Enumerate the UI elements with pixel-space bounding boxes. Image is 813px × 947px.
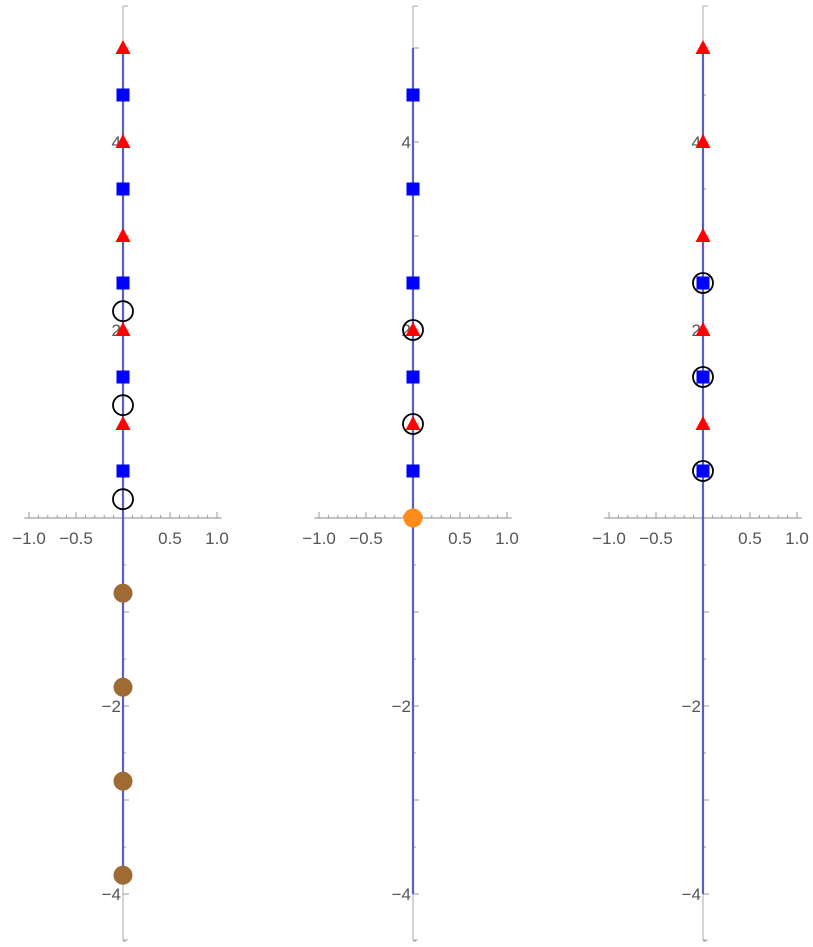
triangle-point: [695, 228, 711, 242]
filled-circle-point: [113, 865, 133, 885]
filled-circle-point: [113, 771, 133, 791]
square-point: [116, 276, 130, 290]
y-tick-label: 4: [692, 133, 701, 152]
open-circle-point: [402, 319, 424, 341]
y-tick-label: 2: [112, 321, 121, 340]
square-point: [696, 464, 710, 478]
square-point: [116, 88, 130, 102]
x-tick-label: 0.5: [448, 529, 472, 548]
x-tick-label: −0.5: [59, 529, 93, 548]
triangle-point: [405, 322, 421, 336]
triangle-point: [405, 416, 421, 430]
y-tick-label: −2: [392, 697, 411, 716]
x-tick-label: 1.0: [205, 529, 229, 548]
filled-circle-point: [113, 677, 133, 697]
y-tick-label: −4: [392, 885, 411, 904]
open-circle-point: [692, 272, 714, 294]
y-tick-label: −4: [102, 885, 121, 904]
x-tick-label: 0.5: [158, 529, 182, 548]
open-circle-point: [692, 460, 714, 482]
x-tick-label: −0.5: [639, 529, 673, 548]
y-tick-label: 2: [692, 321, 701, 340]
triangle-point: [115, 322, 131, 336]
triangle-point: [115, 228, 131, 242]
x-tick-label: 1.0: [495, 529, 519, 548]
x-tick-label: 0.5: [738, 529, 762, 548]
x-tick-label: 1.0: [785, 529, 809, 548]
y-tick-label: 4: [402, 133, 411, 152]
square-point: [116, 464, 130, 478]
x-tick-label: −1.0: [592, 529, 626, 548]
triangle-point: [695, 40, 711, 54]
square-point: [696, 370, 710, 384]
x-tick-label: −1.0: [302, 529, 336, 548]
triangle-point: [115, 40, 131, 54]
open-circle-point: [692, 366, 714, 388]
square-point: [406, 370, 420, 384]
plot-panel-1: −1.0 −0.5 0.5 1.0 −4 −2 2 4: [12, 5, 229, 942]
triangle-point: [695, 322, 711, 336]
open-circle-point: [112, 300, 134, 323]
y-tick-label: −2: [682, 697, 701, 716]
square-point: [406, 88, 420, 102]
y-tick-label: 2: [402, 321, 411, 340]
square-point: [696, 276, 710, 290]
square-point: [406, 276, 420, 290]
y-tick-label: −2: [102, 697, 121, 716]
triangle-point: [695, 416, 711, 430]
y-tick-label: −4: [682, 885, 701, 904]
y-tick-label: 4: [112, 133, 121, 152]
open-circle-point: [112, 488, 134, 511]
x-tick-label: −0.5: [349, 529, 383, 548]
triangle-point: [115, 134, 131, 148]
filled-circle-point: [113, 583, 133, 603]
square-point: [406, 182, 420, 196]
triangle-point: [695, 134, 711, 148]
x-tick-label: −1.0: [12, 529, 46, 548]
square-point: [116, 182, 130, 196]
triangle-point: [115, 416, 131, 430]
open-circle-point: [402, 413, 424, 435]
filled-circle-point: [403, 508, 423, 528]
plot-panel-2: −1.0 −0.5 0.5 1.0 −4 −2 2 4: [302, 5, 519, 942]
open-circle-point: [112, 394, 134, 417]
square-point: [406, 464, 420, 478]
plot-panel-3: −1.0 −0.5 0.5 1.0 −4 −2 2 4: [592, 5, 809, 942]
square-point: [116, 370, 130, 384]
